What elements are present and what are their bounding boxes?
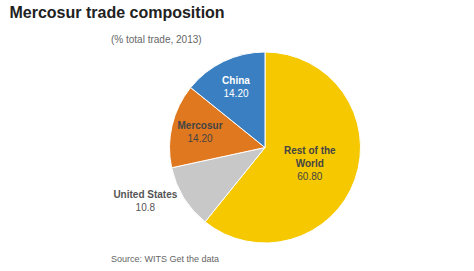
- svg-text:China14.20: China14.20: [222, 75, 250, 99]
- svg-text:Mercosur trade composition: Mercosur trade composition: [9, 4, 224, 21]
- svg-text:Rest of theWorld60.80: Rest of theWorld60.80: [284, 145, 336, 182]
- svg-text:United States10.8: United States10.8: [113, 189, 177, 213]
- svg-text:Mercosur14.20: Mercosur14.20: [178, 120, 223, 144]
- svg-text:(% total trade, 2013): (% total trade, 2013): [111, 34, 202, 45]
- svg-text:Source: WITS Get the data: Source: WITS Get the data: [111, 254, 219, 264]
